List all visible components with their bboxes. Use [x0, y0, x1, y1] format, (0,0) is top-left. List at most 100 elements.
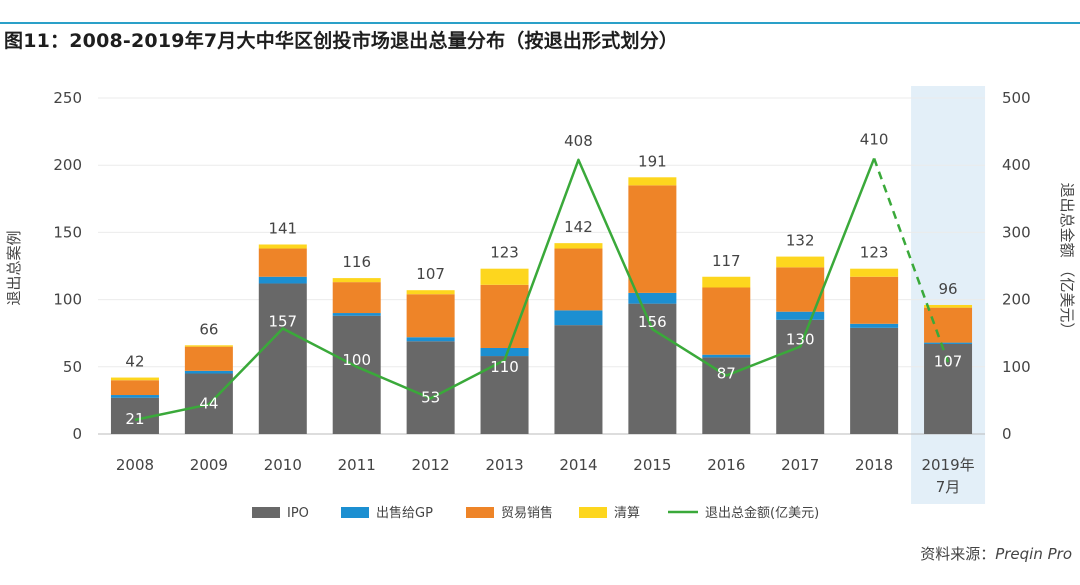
x-tick-label: 2010 [264, 456, 302, 474]
bar-segment-0 [554, 325, 603, 434]
line-value-label: 87 [717, 365, 736, 383]
legend-swatch-3 [579, 507, 607, 518]
x-tick-label: 2009 [190, 456, 228, 474]
bar-segment-2 [850, 276, 899, 324]
line-value-label: 410 [860, 130, 889, 148]
x-tick-label: 2015 [633, 456, 671, 474]
y2-tick-label: 100 [1002, 358, 1031, 376]
x-tick-label: 2008 [116, 456, 154, 474]
bar-segment-0 [850, 327, 899, 434]
bar-segment-1 [332, 313, 381, 316]
bar-segment-2 [332, 282, 381, 314]
y2-tick-label: 0 [1002, 425, 1012, 443]
bar-total-label: 42 [125, 353, 144, 371]
bar-segment-2 [554, 248, 603, 311]
bar-segment-2 [110, 380, 159, 396]
y-tick-label: 200 [53, 156, 82, 174]
bar-segment-1 [628, 292, 677, 304]
x-tick-label: 2012 [412, 456, 450, 474]
amount-line [134, 158, 876, 422]
bar-segment-3 [406, 290, 455, 295]
x-tick-label: 2013 [485, 456, 523, 474]
source-value: Preqin Pro [995, 545, 1072, 563]
line-value-label: 157 [268, 312, 297, 330]
bar-total-label: 132 [786, 232, 815, 250]
line-value-label: 110 [490, 358, 519, 376]
bar-segment-1 [184, 370, 233, 374]
bar-segment-1 [850, 323, 899, 328]
x-tick-label: 2016 [707, 456, 745, 474]
bar-total-label: 123 [860, 244, 889, 262]
bar-segment-3 [184, 345, 233, 347]
y2-axis-title: 退出总金额 （亿美元） [1058, 183, 1076, 338]
legend-swatch-1 [341, 507, 369, 518]
bar-segment-1 [406, 337, 455, 342]
bar-total-label: 96 [938, 280, 957, 298]
line-value-label: 21 [125, 410, 144, 428]
legend-label: 贸易销售 [501, 505, 553, 521]
title-rule [0, 22, 1080, 24]
bar-total-label: 191 [638, 152, 667, 170]
legend-swatch-0 [252, 507, 280, 518]
y2-tick-label: 500 [1002, 89, 1031, 107]
bar-segment-3 [702, 276, 751, 288]
bar-segment-2 [258, 248, 307, 277]
bar-segment-1 [554, 310, 603, 326]
bar-segment-3 [258, 244, 307, 249]
bar-segment-2 [406, 294, 455, 338]
chart-title: 图11：2008-2019年7月大中华区创投市场退出总量分布（按退出形式划分） [4, 30, 679, 52]
legend-label: 清算 [614, 506, 640, 521]
bar-segment-1 [480, 347, 529, 357]
bar-segment-3 [110, 377, 159, 381]
x-tick-label: 2014 [559, 456, 597, 474]
bar-segment-2 [184, 346, 233, 371]
legend-label: 出售给GP [376, 505, 433, 521]
bar-total-label: 123 [490, 244, 519, 262]
y-tick-label: 150 [53, 223, 82, 241]
y2-tick-label: 300 [1002, 223, 1031, 241]
stacked-bar-line-chart: 42 66 141 116 107 123 142 191 117 132 123 96 21 44 157… [5, 86, 1076, 521]
bar-segment-3 [850, 268, 899, 277]
bar-segment-3 [628, 177, 677, 186]
bar-segment-2 [628, 185, 677, 293]
bar-segment-2 [924, 307, 973, 343]
bar-total-label: 66 [199, 320, 218, 338]
y-axis-title: 退出总案例 [5, 230, 23, 305]
bar-segment-3 [924, 304, 973, 308]
y-tick-label: 50 [63, 358, 82, 376]
bar-segment-3 [554, 243, 603, 249]
y2-tick-label: 400 [1002, 156, 1031, 174]
bar-total-label: 116 [342, 253, 371, 271]
line-value-label: 408 [564, 132, 593, 150]
bar-segment-1 [110, 395, 159, 398]
bar-total-label: 117 [712, 252, 741, 270]
legend-label: IPO [287, 506, 309, 521]
source-label: 资料来源： [920, 545, 996, 563]
bar-segment-2 [702, 287, 751, 355]
line-value-label: 130 [786, 331, 815, 349]
bar-segment-0 [258, 283, 307, 434]
x-tick-label: 2011 [338, 456, 376, 474]
bar-segment-0 [628, 303, 677, 434]
x-tick-label: 2017 [781, 456, 819, 474]
bar-segment-1 [924, 342, 973, 344]
bar-segment-3 [776, 256, 825, 268]
bar-segment-1 [702, 354, 751, 358]
bar-segment-3 [480, 268, 529, 285]
bar-segment-3 [332, 278, 381, 283]
line-value-label: 53 [421, 388, 440, 406]
bar-segment-0 [406, 341, 455, 434]
legend-label: 退出总金额(亿美元) [705, 505, 819, 521]
line-value-label: 44 [199, 394, 218, 412]
line-value-label: 100 [342, 351, 371, 369]
source-note: 资料来源：Preqin Pro [920, 543, 1072, 564]
bar-segment-0 [776, 319, 825, 434]
x-tick-label: 2019年 7月 [921, 456, 974, 496]
y-tick-label: 100 [53, 291, 82, 309]
bar-total-label: 141 [268, 219, 297, 237]
x-tick-label: 2018 [855, 456, 893, 474]
bar-total-label: 107 [416, 265, 445, 283]
bar-segment-1 [258, 276, 307, 284]
y-tick-label: 250 [53, 89, 82, 107]
line-value-label: 156 [638, 313, 667, 331]
